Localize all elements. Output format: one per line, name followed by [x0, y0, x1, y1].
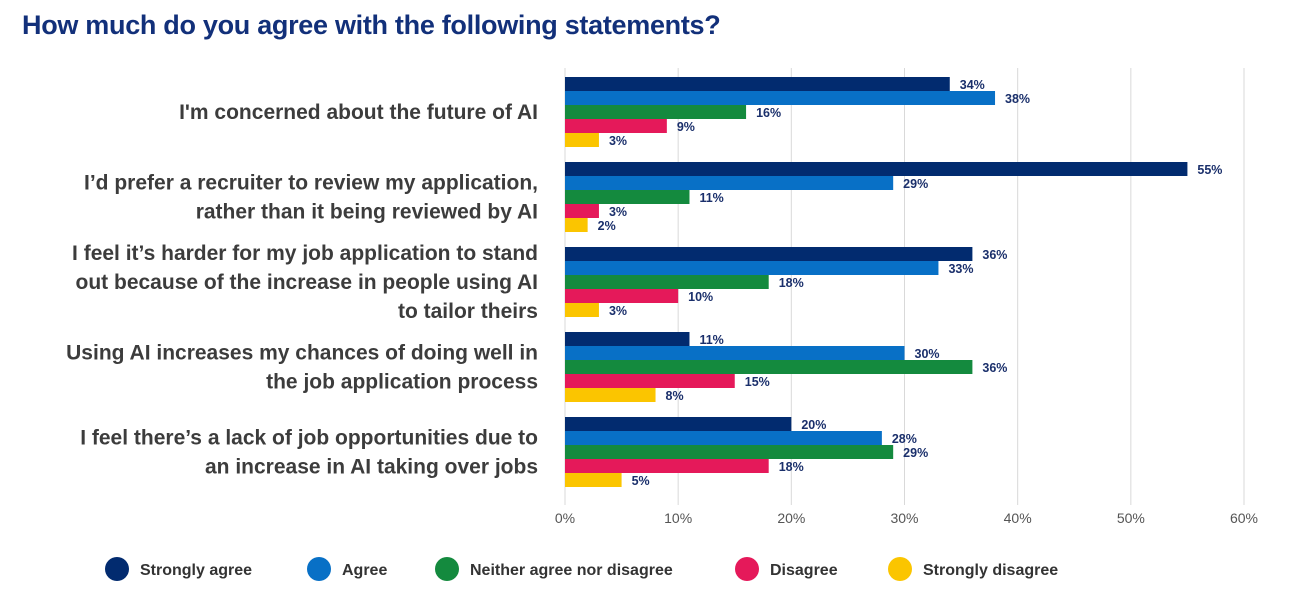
- bar: [565, 275, 769, 289]
- bar: [565, 119, 667, 133]
- category-label: the job application process: [266, 371, 538, 394]
- data-label: 29%: [903, 446, 928, 460]
- bar: [565, 445, 894, 459]
- data-label: 55%: [1197, 163, 1222, 177]
- bar: [565, 218, 588, 232]
- data-label: 2%: [598, 219, 616, 233]
- bar: [565, 473, 622, 487]
- category-label: to tailor theirs: [398, 300, 538, 323]
- data-label: 10%: [688, 290, 713, 304]
- bar: [565, 133, 599, 147]
- x-tick-label: 10%: [664, 510, 692, 526]
- bar: [565, 332, 690, 346]
- category-label: I'm concerned about the future of AI: [179, 101, 538, 124]
- bar: [565, 374, 735, 388]
- data-label: 36%: [982, 361, 1007, 375]
- bar: [565, 289, 679, 303]
- category-label: I feel it’s harder for my job applicatio…: [72, 242, 538, 265]
- x-tick-label: 0%: [555, 510, 575, 526]
- data-label: 11%: [699, 333, 723, 347]
- data-label: 18%: [779, 460, 804, 474]
- category-label: an increase in AI taking over jobs: [205, 456, 538, 479]
- x-tick-label: 60%: [1230, 510, 1258, 526]
- data-label: 11%: [699, 191, 723, 205]
- legend-marker: [435, 557, 459, 581]
- data-label: 9%: [677, 120, 695, 134]
- legend-marker: [735, 557, 759, 581]
- legend-marker: [307, 557, 331, 581]
- legend-label: Strongly agree: [140, 562, 252, 579]
- x-tick-label: 50%: [1117, 510, 1145, 526]
- bar: [565, 346, 905, 360]
- bar: [565, 360, 973, 374]
- x-tick-label: 30%: [890, 510, 918, 526]
- bar: [565, 261, 939, 275]
- data-label: 8%: [666, 389, 684, 403]
- data-label: 20%: [801, 418, 826, 432]
- data-label: 18%: [779, 276, 804, 290]
- chart-title: How much do you agree with the following…: [22, 10, 721, 40]
- data-label: 33%: [948, 262, 973, 276]
- legend-label: Strongly disagree: [923, 562, 1058, 579]
- bar: [565, 91, 996, 105]
- legend-label: Agree: [342, 562, 387, 579]
- x-tick-label: 20%: [777, 510, 805, 526]
- legend-label: Neither agree nor disagree: [470, 562, 673, 579]
- data-label: 15%: [745, 375, 770, 389]
- legend-marker: [105, 557, 129, 581]
- legend-marker: [888, 557, 912, 581]
- bar: [565, 459, 769, 473]
- data-label: 36%: [982, 248, 1007, 262]
- data-label: 3%: [609, 304, 627, 318]
- category-label: out because of the increase in people us…: [76, 271, 538, 294]
- data-label: 28%: [892, 432, 917, 446]
- bar: [565, 77, 950, 91]
- bar: [565, 190, 690, 204]
- data-label: 3%: [609, 205, 627, 219]
- data-label: 3%: [609, 134, 627, 148]
- bar: [565, 431, 882, 445]
- bar: [565, 162, 1188, 176]
- data-label: 38%: [1005, 92, 1030, 106]
- bar: [565, 388, 656, 402]
- x-tick-label: 40%: [1004, 510, 1032, 526]
- data-label: 5%: [632, 474, 650, 488]
- category-label: I’d prefer a recruiter to review my appl…: [84, 172, 538, 195]
- bar: [565, 303, 599, 317]
- bar: [565, 417, 792, 431]
- data-label: 16%: [756, 106, 781, 120]
- bar: [565, 247, 973, 261]
- bar: [565, 204, 599, 218]
- data-label: 30%: [915, 347, 940, 361]
- data-label: 29%: [903, 177, 928, 191]
- legend-label: Disagree: [770, 562, 838, 579]
- bar: [565, 176, 894, 190]
- bar: [565, 105, 747, 119]
- data-label: 34%: [960, 78, 985, 92]
- category-label: rather than it being reviewed by AI: [196, 201, 538, 224]
- category-label: Using AI increases my chances of doing w…: [66, 342, 538, 365]
- category-label: I feel there’s a lack of job opportuniti…: [80, 427, 538, 450]
